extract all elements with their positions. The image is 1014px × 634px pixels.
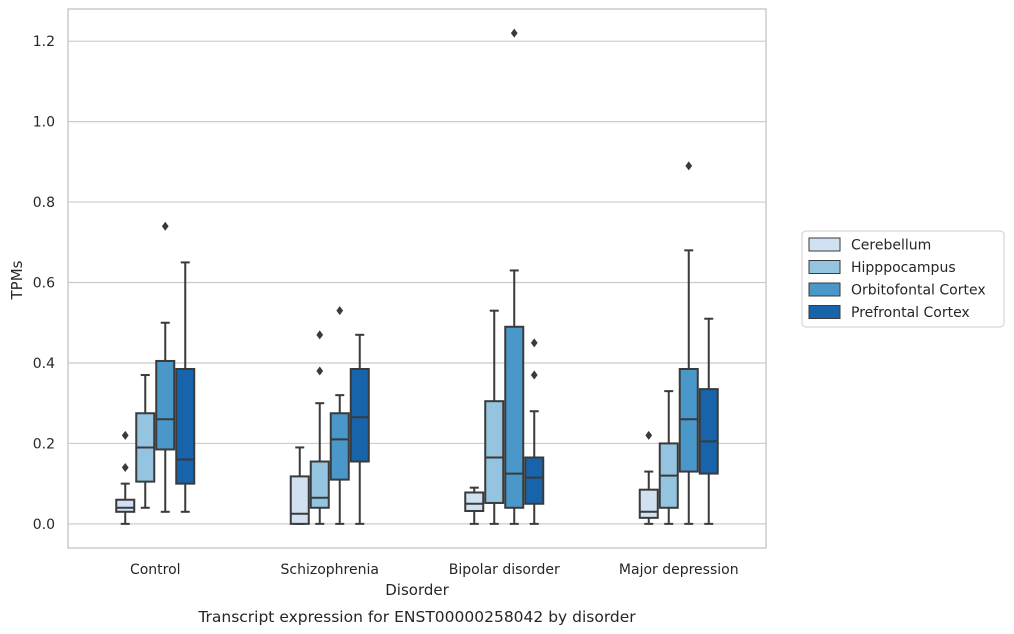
- y-tick-label: 1.0: [33, 115, 55, 131]
- box-hipppocampus: [484, 309, 505, 525]
- box-cerebellum: [115, 430, 136, 525]
- outlier-point: [316, 366, 324, 376]
- box-hipppocampus: [309, 330, 330, 525]
- legend-entry-label: Orbitofontal Cortex: [851, 283, 986, 299]
- box-iqr: [464, 491, 485, 512]
- box-iqr: [289, 475, 310, 525]
- legend-entry-label: Cerebellum: [851, 238, 931, 254]
- box-cerebellum: [464, 486, 485, 525]
- y-tick-label: 0.6: [33, 276, 55, 292]
- x-tick-label: Bipolar disorder: [449, 562, 560, 578]
- plot-frame: [67, 8, 767, 549]
- box-iqr: [155, 359, 176, 451]
- box-iqr: [349, 368, 370, 463]
- outlier-point: [530, 338, 538, 348]
- y-axis: 0.0 0.2 0.4 0.6 0.8 1.0 1.2: [33, 34, 55, 533]
- legend-swatch: [808, 282, 841, 297]
- legend-entry-label: Prefrontal Cortex: [851, 305, 970, 321]
- outlier-point: [161, 221, 169, 231]
- outlier-point: [510, 28, 518, 38]
- x-tick-label: Major depression: [619, 562, 739, 578]
- box-cerebellum: [638, 430, 659, 525]
- box-orbitofontal-cortex: [155, 221, 176, 513]
- outlier-point: [685, 161, 693, 171]
- y-tick-label: 0.8: [33, 195, 55, 211]
- y-axis-title: TPMs: [8, 260, 26, 300]
- x-axis-title: Disorder: [385, 581, 449, 599]
- y-tick-label: 1.2: [33, 34, 55, 50]
- legend-entry-label: Hipppocampus: [851, 260, 956, 276]
- y-tick-label: 0.4: [33, 356, 55, 372]
- box-iqr: [309, 460, 330, 509]
- y-tick-label: 0.0: [33, 517, 55, 533]
- box-iqr: [678, 368, 699, 473]
- outlier-point: [121, 430, 129, 440]
- box-iqr: [115, 498, 136, 513]
- y-tick-label: 0.2: [33, 436, 55, 452]
- box-iqr: [329, 412, 350, 481]
- outlier-point: [121, 463, 129, 473]
- box-iqr: [524, 456, 545, 505]
- box-cerebellum: [289, 446, 310, 525]
- box-prefrontal-cortex: [524, 338, 545, 525]
- x-tick-label: Control: [130, 562, 181, 578]
- plot-area: [115, 28, 719, 525]
- box-iqr: [698, 388, 719, 475]
- box-iqr: [504, 325, 525, 509]
- legend-swatch: [808, 237, 841, 252]
- box-hipppocampus: [658, 390, 679, 525]
- box-prefrontal-cortex: [175, 261, 196, 513]
- legend-frame: [801, 230, 1005, 328]
- box-hipppocampus: [135, 374, 156, 509]
- x-axis: Control Schizophrenia Bipolar disorder Majo…: [130, 562, 739, 578]
- box-iqr: [638, 488, 659, 519]
- box-orbitofontal-cortex: [678, 161, 699, 525]
- chart-caption: Transcript expression for ENST0000025804…: [197, 608, 636, 626]
- box-orbitofontal-cortex: [329, 306, 350, 525]
- x-tick-label: Schizophrenia: [281, 562, 379, 578]
- box-orbitofontal-cortex: [504, 28, 525, 525]
- box-prefrontal-cortex: [349, 333, 370, 525]
- outlier-point: [336, 306, 344, 316]
- box-iqr: [484, 400, 505, 504]
- legend: Cerebellum Hipppocampus Orbitofontal Corte…: [801, 230, 1005, 328]
- outlier-point: [316, 330, 324, 340]
- box-prefrontal-cortex: [698, 317, 719, 525]
- box-iqr: [175, 368, 196, 485]
- legend-swatch: [808, 305, 841, 319]
- outlier-point: [530, 370, 538, 380]
- outlier-point: [645, 430, 653, 440]
- legend-swatch: [808, 260, 841, 274]
